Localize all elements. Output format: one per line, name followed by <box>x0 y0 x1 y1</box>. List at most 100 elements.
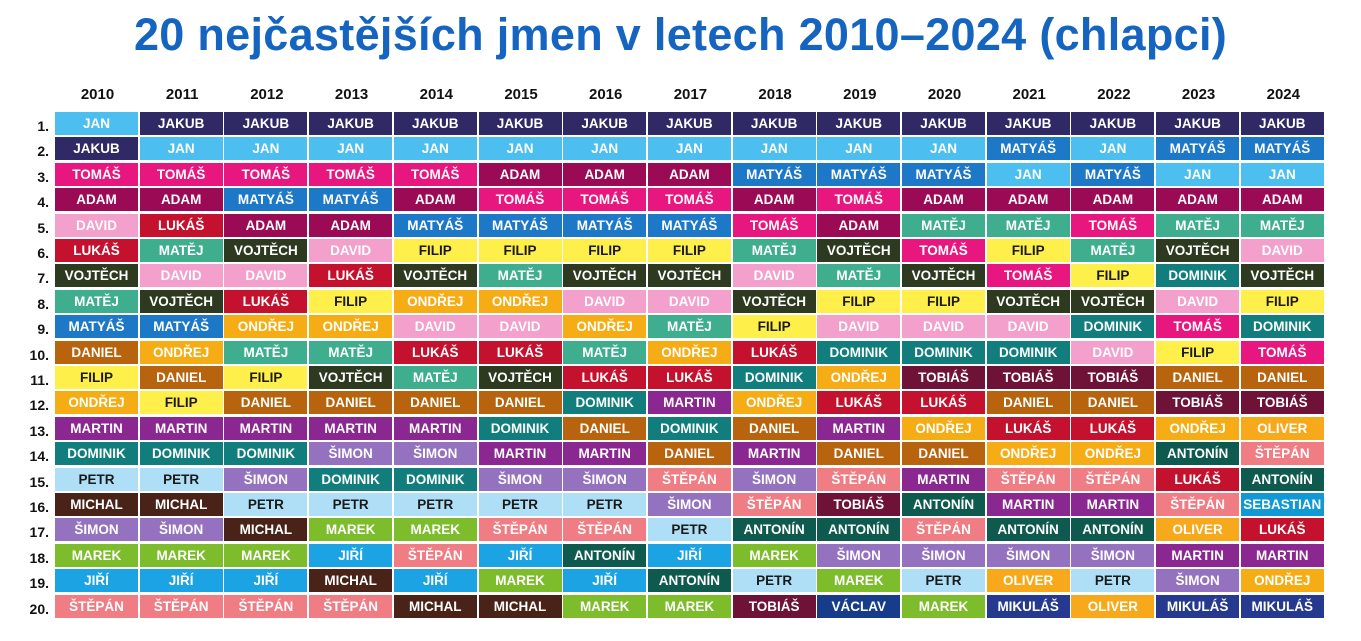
name-cell-2013-11: VOJTĚCH <box>309 366 393 389</box>
name-cell-2022-4: ADAM <box>1071 188 1155 212</box>
name-cell-2022-19: PETR <box>1071 569 1155 593</box>
name-cell-2015-2: JAN <box>478 137 562 161</box>
name-cell-2024-3: JAN <box>1240 162 1324 186</box>
name-cell-2017-18: JIŘÍ <box>647 543 731 567</box>
name-cell-2021-2: MATYÁŠ <box>986 137 1070 161</box>
name-cell-2022-13: LUKÁŠ <box>1071 416 1155 440</box>
name-cell-2023-2: MATYÁŠ <box>1156 137 1240 161</box>
name-cell-2022-14: ONDŘEJ <box>1071 442 1155 466</box>
name-cell-2012-6: VOJTĚCH <box>224 239 308 262</box>
name-cell-2016-17: ŠTĚPÁN <box>563 518 647 542</box>
name-cell-2014-10: LUKÁŠ <box>393 340 477 364</box>
name-cell-2024-14: ŠTĚPÁN <box>1240 442 1324 466</box>
name-cell-2016-11: LUKÁŠ <box>563 366 647 389</box>
name-cell-2017-4: TOMÁŠ <box>647 188 731 212</box>
name-cell-2022-3: MATYÁŠ <box>1071 162 1155 186</box>
year-header-2022: 2022 <box>1097 86 1131 103</box>
name-cell-2022-6: MATĚJ <box>1071 239 1155 262</box>
name-cell-2010-13: MARTIN <box>55 416 138 440</box>
name-cell-2017-20: MAREK <box>647 594 731 618</box>
name-cell-2017-6: FILIP <box>647 239 731 262</box>
name-cell-2022-2: JAN <box>1071 137 1155 161</box>
rank-label-16: 16. <box>29 499 49 515</box>
name-cell-2019-16: TOBIÁŠ <box>817 493 901 516</box>
name-cell-2021-20: MIKULÁŠ <box>986 594 1070 618</box>
name-cell-2020-13: ONDŘEJ <box>902 416 985 440</box>
name-cell-2019-8: FILIP <box>817 289 901 313</box>
name-cell-2015-12: DANIEL <box>478 391 562 415</box>
name-cell-2016-5: MATYÁŠ <box>563 213 647 237</box>
name-cell-2011-4: ADAM <box>139 188 223 212</box>
name-cell-2018-19: PETR <box>732 569 816 593</box>
name-cell-2019-20: VÁCLAV <box>817 594 901 618</box>
name-cell-2010-5: DAVID <box>55 213 138 237</box>
name-cell-2020-11: TOBIÁŠ <box>902 366 985 389</box>
name-cell-2024-18: MARTIN <box>1240 543 1324 567</box>
year-header-2021: 2021 <box>1012 86 1046 103</box>
name-cell-2018-8: VOJTĚCH <box>732 289 816 313</box>
name-cell-2016-1: JAKUB <box>563 112 647 135</box>
name-cell-2012-5: ADAM <box>224 213 308 237</box>
name-cell-2019-9: DAVID <box>817 315 901 339</box>
name-cell-2011-2: JAN <box>139 137 223 161</box>
name-cell-2020-12: LUKÁŠ <box>902 391 985 415</box>
name-cell-2020-6: TOMÁŠ <box>902 239 985 262</box>
name-cell-2023-4: ADAM <box>1156 188 1240 212</box>
name-cell-2018-9: FILIP <box>732 315 816 339</box>
name-cell-2016-7: VOJTĚCH <box>563 264 647 288</box>
name-cell-2016-8: DAVID <box>563 289 647 313</box>
name-cell-2011-11: DANIEL <box>139 366 223 389</box>
name-cell-2022-15: ŠTĚPÁN <box>1071 467 1155 491</box>
name-cell-2012-14: DOMINIK <box>224 442 308 466</box>
year-header-2018: 2018 <box>758 86 792 103</box>
name-cell-2022-7: FILIP <box>1071 264 1155 288</box>
name-cell-2014-13: MARTIN <box>393 416 477 440</box>
name-cell-2015-18: JIŘÍ <box>478 543 562 567</box>
name-cell-2013-2: JAN <box>309 137 393 161</box>
name-cell-2024-9: DOMINIK <box>1240 315 1324 339</box>
name-cell-2010-17: ŠIMON <box>55 518 138 542</box>
name-cell-2010-12: ONDŘEJ <box>55 391 138 415</box>
name-cell-2013-8: FILIP <box>309 289 393 313</box>
name-cell-2022-17: ANTONÍN <box>1071 518 1155 542</box>
name-cell-2018-18: MAREK <box>732 543 816 567</box>
name-cell-2014-18: ŠTĚPÁN <box>393 543 477 567</box>
name-cell-2012-2: JAN <box>224 137 308 161</box>
name-cell-2012-19: JIŘÍ <box>224 569 308 593</box>
name-cell-2013-13: MARTIN <box>309 416 393 440</box>
name-cell-2018-4: ADAM <box>732 188 816 212</box>
name-cell-2021-12: DANIEL <box>986 391 1070 415</box>
name-cell-2020-9: DAVID <box>902 315 985 339</box>
name-cell-2023-18: MARTIN <box>1156 543 1240 567</box>
name-cell-2023-14: ANTONÍN <box>1156 442 1240 466</box>
name-cell-2020-7: VOJTĚCH <box>902 264 985 288</box>
year-header-2015: 2015 <box>504 86 538 103</box>
name-cell-2023-8: DAVID <box>1156 289 1240 313</box>
name-cell-2019-13: MARTIN <box>817 416 901 440</box>
rank-label-9: 9. <box>37 321 49 338</box>
rank-label-5: 5. <box>37 219 49 236</box>
name-cell-2016-10: MATĚJ <box>563 340 647 364</box>
name-cell-2011-8: VOJTĚCH <box>139 289 223 313</box>
name-cell-2014-9: DAVID <box>393 315 477 339</box>
name-cell-2017-11: LUKÁŠ <box>647 366 731 389</box>
name-cell-2015-13: DOMINIK <box>478 416 562 440</box>
year-header-2024: 2024 <box>1266 86 1300 103</box>
name-cell-2015-4: TOMÁŠ <box>478 188 562 212</box>
rank-label-20: 20. <box>29 600 49 617</box>
name-cell-2018-17: ANTONÍN <box>732 518 816 542</box>
name-cell-2023-11: DANIEL <box>1156 366 1240 389</box>
name-cell-2014-6: FILIP <box>393 239 477 262</box>
name-cell-2010-14: DOMINIK <box>55 442 138 466</box>
name-cell-2024-13: OLIVER <box>1240 416 1324 440</box>
name-cell-2023-12: TOBIÁŠ <box>1156 391 1240 415</box>
name-cell-2024-2: MATYÁŠ <box>1240 137 1324 161</box>
name-cell-2011-10: ONDŘEJ <box>139 340 223 364</box>
name-cell-2011-18: MAREK <box>139 543 223 567</box>
year-header-2020: 2020 <box>927 86 962 103</box>
name-cell-2011-7: DAVID <box>139 264 223 288</box>
name-cell-2014-2: JAN <box>393 137 477 161</box>
name-cell-2022-12: DANIEL <box>1071 391 1155 415</box>
name-cell-2024-5: MATĚJ <box>1240 213 1324 237</box>
name-cell-2016-15: ŠIMON <box>563 467 647 491</box>
